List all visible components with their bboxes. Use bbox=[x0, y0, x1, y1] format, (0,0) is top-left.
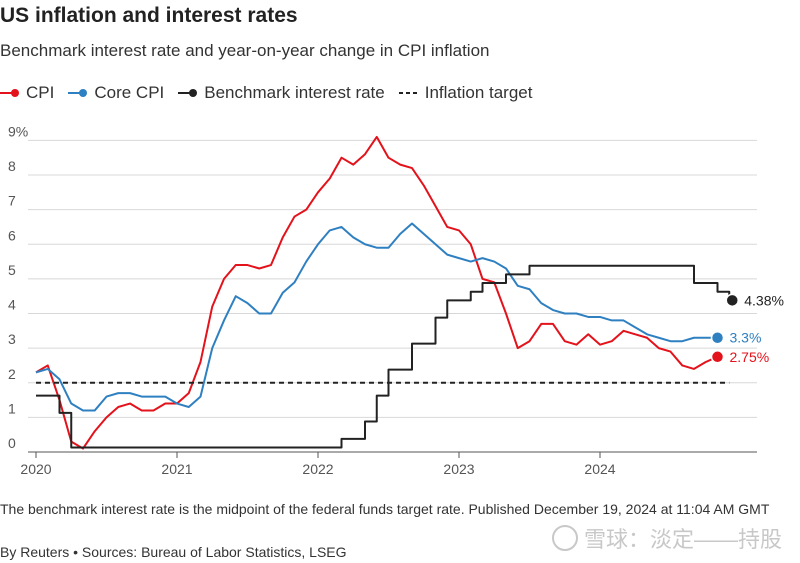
chart-plot: 0 1 2 3 4 5 6 7 8 9% 2020 2021 2022 2023 2024 2.75% 3.3%… bbox=[8, 123, 784, 477]
snowball-logo-icon bbox=[552, 525, 578, 551]
end-marker-cpi bbox=[710, 350, 725, 364]
watermark-text: 雪球：淡定——持股 bbox=[584, 527, 783, 552]
end-label-cpi: 2.75% bbox=[730, 349, 770, 365]
x-tick-label: 2023 bbox=[443, 461, 474, 477]
y-tick-label: 1 bbox=[8, 400, 16, 416]
legend-item-cpi: CPI bbox=[0, 83, 54, 103]
y-tick-label: 7 bbox=[8, 193, 16, 209]
chart-subtitle: Benchmark interest rate and year-on-year… bbox=[0, 41, 490, 60]
y-tick-label: 2 bbox=[8, 366, 16, 382]
legend-label-benchmark-rate: Benchmark interest rate bbox=[204, 83, 385, 102]
watermark: 雪球：淡定——持股 bbox=[552, 522, 782, 554]
y-tick-label: 0 bbox=[8, 435, 16, 451]
legend-item-benchmark-rate: Benchmark interest rate bbox=[178, 83, 385, 103]
end-label-core-cpi: 3.3% bbox=[730, 330, 762, 346]
core-cpi-legend-icon bbox=[68, 89, 88, 97]
end-marker-benchmark-interest-rate bbox=[725, 293, 739, 308]
legend-label-cpi: CPI bbox=[26, 83, 55, 102]
footnote: The benchmark interest rate is the midpo… bbox=[0, 501, 770, 517]
end-marker-core-cpi bbox=[710, 330, 725, 345]
legend-item-core-cpi: Core CPI bbox=[68, 83, 164, 103]
y-tick-label: 5 bbox=[8, 262, 16, 278]
y-tick-label: 9% bbox=[8, 123, 28, 139]
byline: By Reuters • Sources: Bureau of Labor St… bbox=[0, 544, 347, 560]
inflation-target-legend-icon bbox=[398, 92, 419, 94]
y-tick-label: 3 bbox=[8, 331, 16, 347]
legend-label-core-cpi: Core CPI bbox=[94, 83, 165, 102]
y-tick-label: 4 bbox=[8, 297, 16, 313]
legend: CPI Core CPI Benchmark interest rate Inf… bbox=[0, 83, 546, 103]
series-benchmark-interest-rate bbox=[36, 264, 731, 449]
series-cpi bbox=[35, 135, 718, 450]
x-tick-label: 2022 bbox=[302, 461, 333, 477]
x-tick-label: 2020 bbox=[20, 461, 51, 477]
x-tick-label: 2024 bbox=[584, 461, 615, 477]
cpi-legend-icon bbox=[0, 89, 19, 97]
benchmark-rate-legend-icon bbox=[178, 89, 198, 97]
y-tick-label: 8 bbox=[8, 158, 16, 174]
x-tick-label: 2021 bbox=[161, 461, 192, 477]
series-core-cpi bbox=[35, 222, 718, 412]
y-tick-label: 6 bbox=[8, 227, 16, 243]
legend-item-inflation-target: Inflation target bbox=[398, 83, 533, 103]
legend-label-inflation-target: Inflation target bbox=[424, 83, 533, 102]
end-label-benchmark-interest-rate: 4.38% bbox=[744, 292, 784, 308]
chart-title: US inflation and interest rates bbox=[0, 4, 298, 27]
